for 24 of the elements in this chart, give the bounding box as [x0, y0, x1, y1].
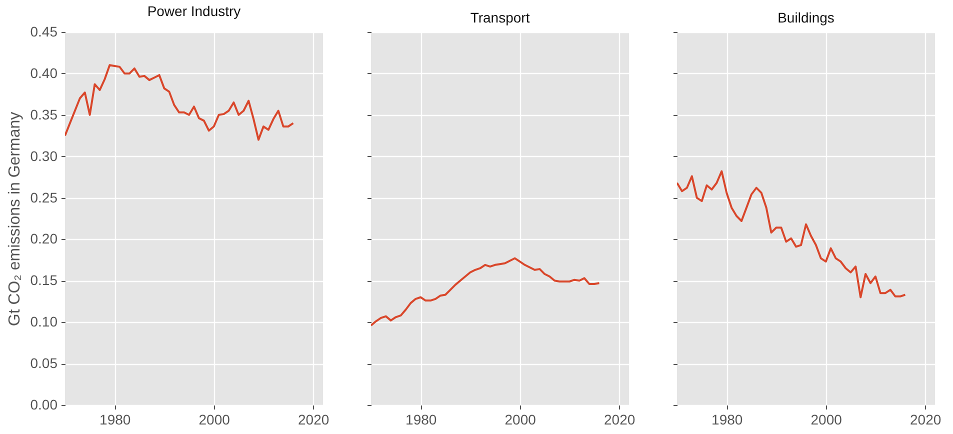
y-tick-label: 0.05: [30, 355, 58, 372]
y-tick-label: 0.00: [30, 396, 58, 412]
x-tick-label: 1980: [100, 412, 131, 428]
y-tick-label: 0.10: [30, 314, 58, 330]
chart-title: Buildings: [778, 10, 834, 26]
x-tick-label: 2000: [198, 412, 230, 428]
chart-title: Power Industry: [147, 3, 241, 19]
x-tick-label: 2020: [604, 412, 636, 428]
y-tick-label: 0.20: [30, 230, 58, 247]
y-tick-label: 0.15: [30, 272, 58, 288]
x-tick-label: 2020: [910, 412, 942, 428]
x-tick-label: 1980: [406, 412, 437, 428]
x-tick-label: 2000: [504, 412, 536, 428]
y-tick-label: 0.35: [30, 106, 58, 122]
line-series: [65, 64, 294, 141]
x-tick-label: 2020: [298, 412, 330, 428]
y-axis-title: Gt CO₂ emissions in Germany: [6, 112, 24, 326]
chart-title: Transport: [470, 10, 530, 26]
y-tick-label: 0.30: [30, 148, 58, 164]
y-tick-label: 0.40: [30, 64, 58, 81]
x-tick-label: 1980: [712, 412, 743, 428]
y-tick-label: 0.45: [30, 24, 58, 40]
x-tick-label: 2000: [810, 412, 842, 428]
y-tick-label: 0.25: [30, 189, 58, 206]
